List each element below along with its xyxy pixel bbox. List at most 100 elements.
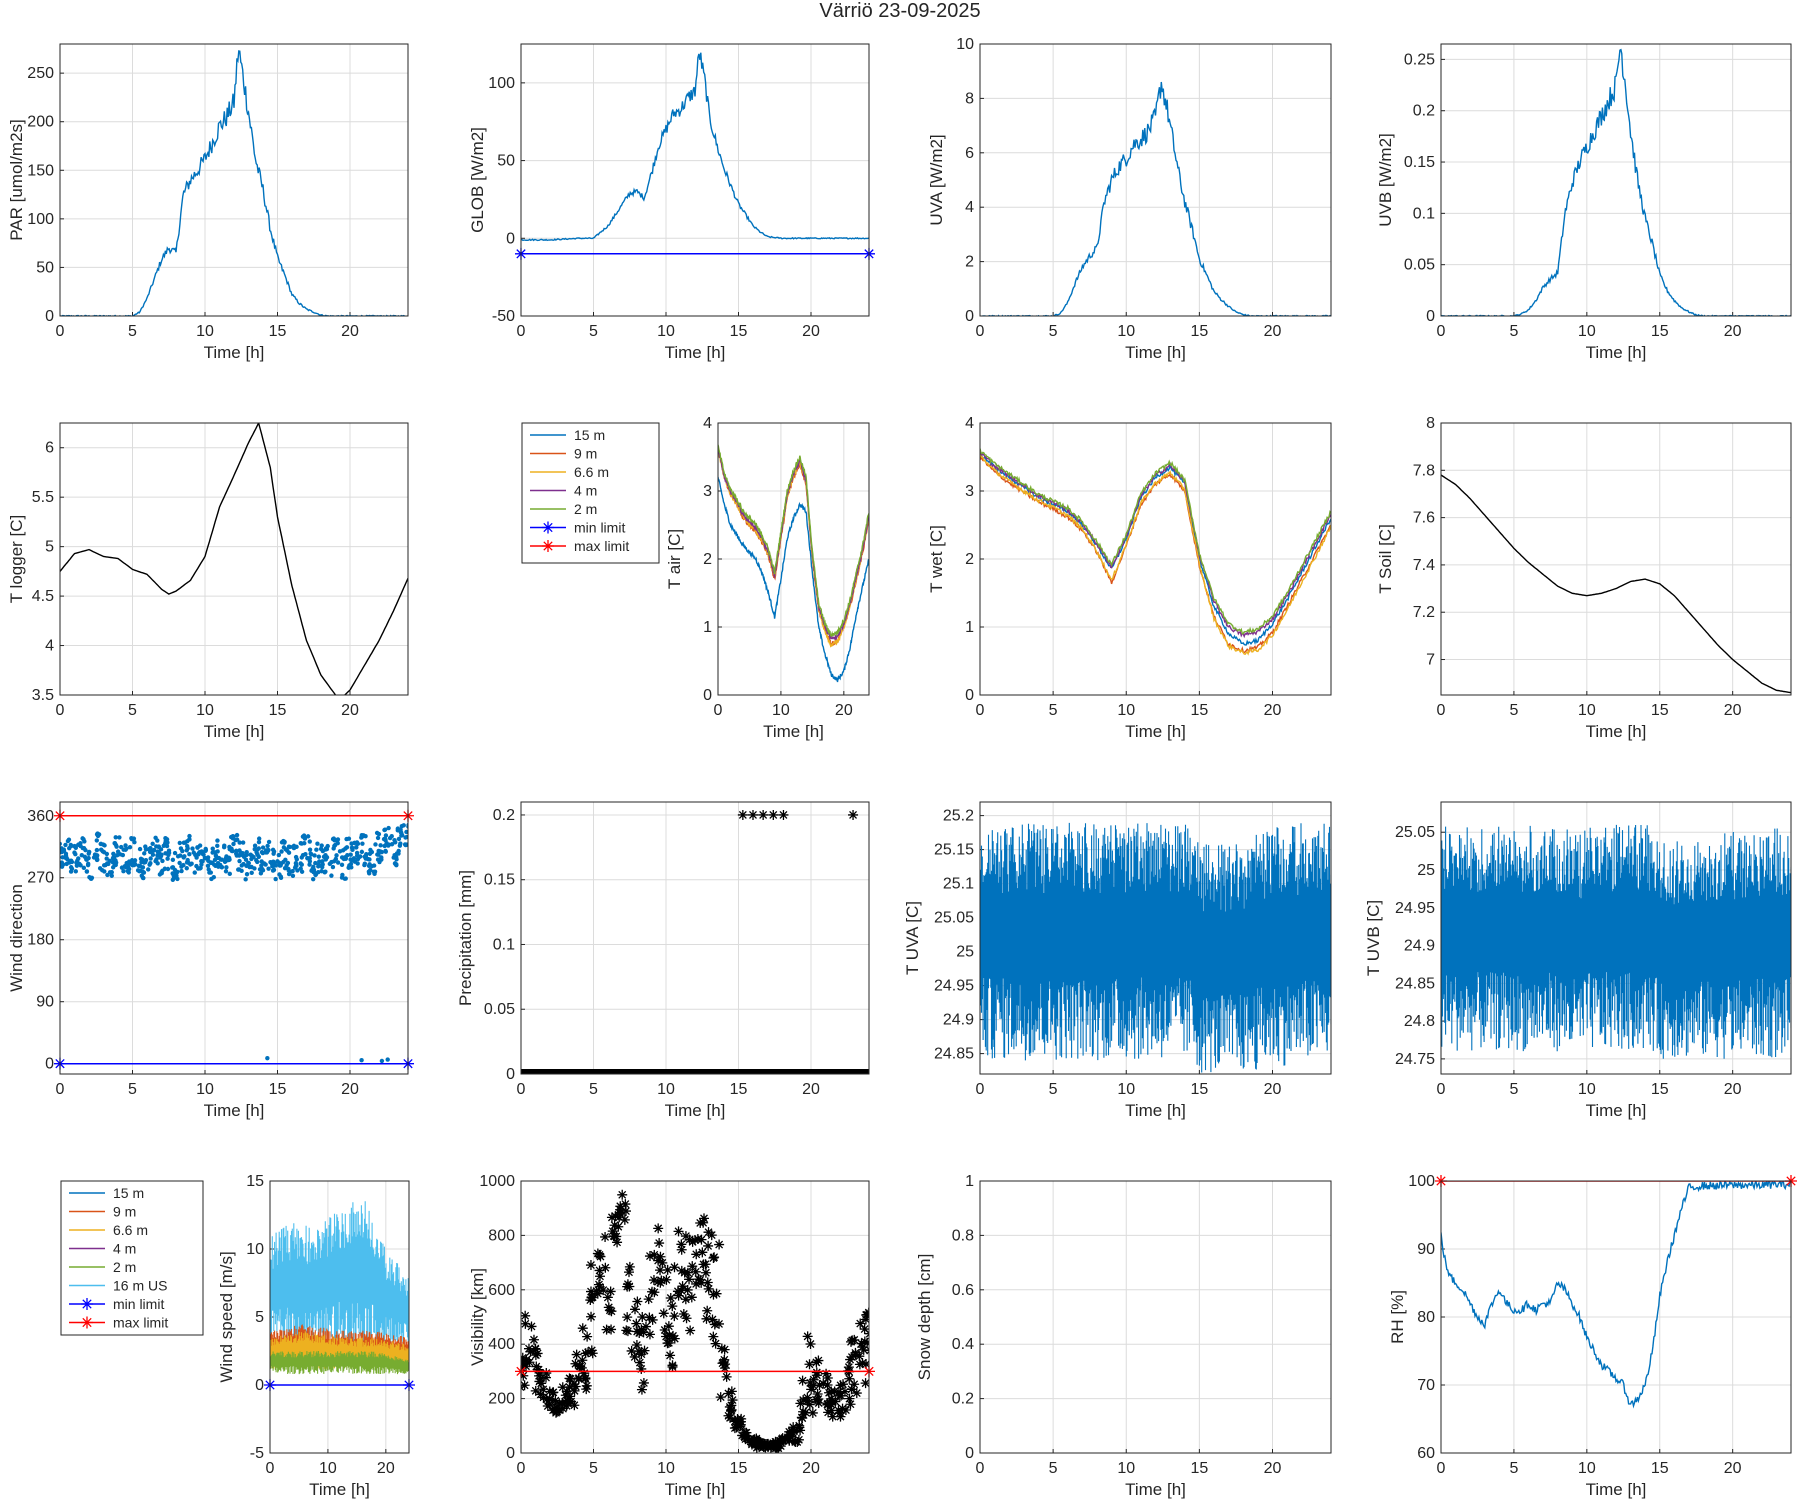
- visibility-point: [565, 1373, 576, 1384]
- wind-direction-point: [115, 853, 120, 858]
- x-tick-label: 0: [1437, 323, 1446, 340]
- visibility-point: [608, 1230, 619, 1241]
- visibility-point: [676, 1244, 687, 1255]
- series-2-m-line: [718, 444, 869, 638]
- visibility-point: [678, 1309, 689, 1320]
- wind-direction-point: [104, 861, 110, 866]
- x-axis-label: Time [h]: [204, 722, 265, 741]
- visibility-point: [648, 1275, 659, 1286]
- wind-direction-point: [190, 846, 195, 851]
- wind-direction-point: [113, 862, 118, 868]
- y-tick-label: 5: [255, 1309, 264, 1326]
- wind-direction-point: [215, 838, 220, 843]
- visibility-point: [530, 1343, 541, 1354]
- visibility-point: [798, 1395, 809, 1406]
- wind-direction-point: [138, 868, 143, 873]
- series-6.6-m-line: [980, 454, 1331, 656]
- visibility-point: [557, 1397, 568, 1408]
- x-tick-label: 0: [266, 1460, 275, 1477]
- wind-direction-point: [396, 851, 401, 856]
- visibility-point: [569, 1400, 580, 1411]
- wind-direction-point: [308, 851, 313, 856]
- legend-label: max limit: [113, 1315, 168, 1331]
- y-tick-label: 200: [27, 114, 54, 131]
- wind-direction-point: [287, 844, 293, 850]
- wind-direction-point: [398, 830, 404, 835]
- visibility-point: [547, 1387, 558, 1398]
- visibility-point: [624, 1261, 635, 1272]
- wind-direction-point: [140, 875, 146, 880]
- visibility-point: [716, 1343, 727, 1354]
- x-tick-label: 5: [589, 1460, 598, 1477]
- wind-direction-point: [211, 874, 217, 880]
- wind-direction-point: [76, 856, 81, 861]
- y-axis-label: UVA [W/m2]: [927, 134, 946, 225]
- visibility-point: [788, 1426, 799, 1437]
- wind-direction-point: [379, 857, 384, 862]
- visibility-point: [629, 1351, 640, 1362]
- visibility-point: [690, 1266, 701, 1277]
- x-tick-label: 20: [802, 323, 820, 340]
- axes-box: [269, 1180, 410, 1454]
- wind-direction-point: [307, 839, 312, 844]
- visibility-point: [844, 1393, 855, 1404]
- x-tick-label: 15: [730, 1460, 748, 1477]
- visibility-point: [530, 1350, 541, 1361]
- wind-direction-point: [323, 869, 328, 874]
- y-tick-label: 0: [506, 1066, 515, 1083]
- y-tick-label: 0.6: [952, 1282, 974, 1299]
- wind-direction-point: [407, 834, 408, 835]
- visibility-point: [667, 1301, 678, 1312]
- visibility-point: [812, 1389, 823, 1400]
- visibility-point: [593, 1279, 604, 1290]
- y-tick-label: 25: [1417, 862, 1435, 879]
- y-tick-label: 6: [965, 145, 974, 162]
- x-tick-label: 10: [772, 702, 790, 719]
- y-tick-label: -5: [250, 1445, 264, 1462]
- visibility-point: [775, 1441, 786, 1452]
- y-axis-label: T UVB [C]: [1364, 900, 1383, 976]
- chart-uva: 0 5 10 15 20 0 2 4 6 8 10 Time [h] UVA [W/m2]: [927, 36, 1332, 362]
- visibility-point: [636, 1384, 647, 1395]
- visibility-point: [719, 1354, 730, 1365]
- x-tick-label: 20: [341, 1081, 359, 1098]
- y-tick-label: 25: [956, 944, 974, 961]
- wind-direction-point: [339, 862, 345, 868]
- wind-direction-point: [215, 849, 220, 854]
- y-tick-label: 7.6: [1413, 510, 1435, 527]
- wind-direction-point: [89, 875, 95, 880]
- visibility-point: [560, 1396, 571, 1407]
- visibility-point: [821, 1368, 832, 1379]
- wind-direction-point: [112, 841, 118, 846]
- wind-direction-point: [367, 857, 372, 862]
- visibility-point: [709, 1319, 720, 1330]
- visibility-point: [640, 1321, 651, 1332]
- precipitation-point: [748, 809, 758, 820]
- wind-direction-point: [148, 856, 153, 861]
- x-axis-label: Time [h]: [1125, 1101, 1186, 1120]
- x-tick-label: 20: [341, 702, 359, 719]
- axes-box: [979, 1180, 1332, 1454]
- x-tick-label: 15: [1190, 323, 1208, 340]
- wind-direction-point: [219, 857, 225, 862]
- visibility-point: [827, 1411, 838, 1422]
- wind-direction-point: [254, 858, 259, 863]
- visibility-point: [691, 1278, 702, 1289]
- y-tick-label: 15: [246, 1173, 264, 1190]
- y-axis-label: T Soil [C]: [1376, 524, 1395, 594]
- wind-direction-point: [208, 860, 213, 865]
- wind-direction-point: [184, 866, 189, 871]
- wind-direction-point: [185, 843, 190, 849]
- visibility-point: [739, 1427, 750, 1438]
- wind-direction-point: [323, 846, 329, 851]
- y-tick-label: 270: [27, 870, 54, 887]
- y-tick-label: 25.1: [943, 876, 974, 893]
- visibility-point: [655, 1277, 666, 1288]
- x-tick-label: 0: [56, 323, 65, 340]
- wind-direction-point: [101, 849, 107, 855]
- visibility-point: [680, 1231, 691, 1242]
- wind-direction-point: [389, 833, 394, 839]
- wind-direction-point: [294, 844, 299, 850]
- visibility-point: [759, 1438, 770, 1449]
